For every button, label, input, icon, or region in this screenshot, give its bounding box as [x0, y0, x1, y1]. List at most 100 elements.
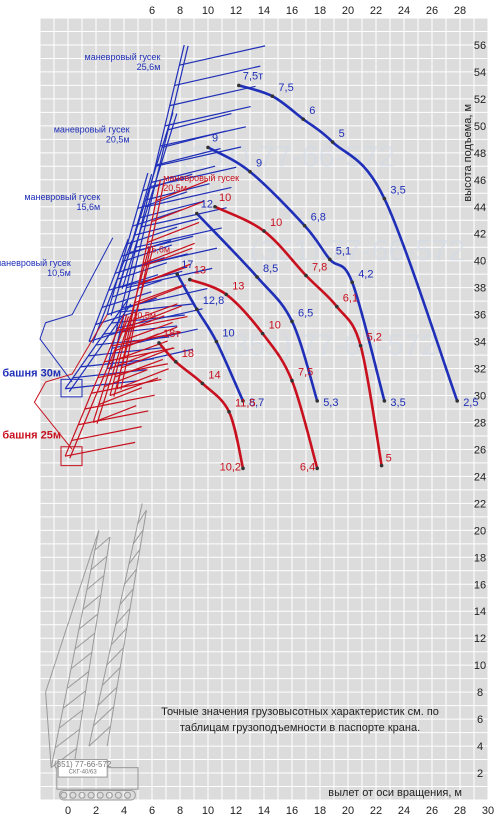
- blue-boom-25-6-brace: [169, 85, 256, 107]
- y-tick-label: 2: [477, 768, 483, 780]
- load-value-label: 3,5: [390, 185, 405, 197]
- load-curve-point: [270, 94, 275, 98]
- boom-lattice: [88, 726, 111, 747]
- red-boom-15-6-brace: [134, 284, 183, 304]
- red-boom-15-6-brace: [114, 358, 164, 378]
- load-curve-point: [358, 343, 363, 348]
- crane-plate-model: СКГ-40/63: [69, 770, 98, 776]
- red-tower-brace: [65, 441, 136, 457]
- load-value-label: 5,3: [323, 397, 338, 409]
- x-tick-label-top: 12: [230, 5, 242, 17]
- mast-lattice: [86, 575, 105, 591]
- boom-lattice: [128, 549, 141, 565]
- x-tick-label-top: 6: [149, 5, 155, 17]
- y-tick-label: 24: [474, 471, 486, 483]
- load-curve-line: [176, 273, 245, 402]
- y-tick-label: 30: [474, 391, 486, 403]
- boom-label: маневровый гусек: [54, 125, 130, 135]
- y-tick-label: 20: [474, 525, 486, 537]
- y-tick-label: 16: [474, 579, 486, 591]
- mast-lattice: [54, 728, 80, 749]
- load-curve-point: [195, 307, 199, 312]
- load-value-label: 8,7: [249, 397, 264, 409]
- blue-boom-10-5-chord: [92, 240, 133, 344]
- mast-lattice: [78, 613, 99, 630]
- load-curve-group: 9 9 6,8 5,1 4,2 3,5: [206, 132, 406, 409]
- chart-note: Точные значения грузовысотных характерис…: [161, 706, 439, 734]
- load-value-label: 10: [219, 192, 231, 204]
- y-tick-label: 42: [474, 229, 486, 241]
- x-tick-label-top: 14: [258, 5, 270, 17]
- load-curve-line: [195, 212, 319, 402]
- blue-tower-brace: [119, 303, 193, 313]
- load-curve-point: [290, 378, 294, 383]
- boom-label: маневровый гусек: [163, 173, 239, 183]
- load-curve-point: [290, 319, 294, 324]
- boom-lattice: [110, 627, 128, 646]
- red-tower-brace: [78, 410, 149, 426]
- y-tick-label: 8: [477, 687, 483, 699]
- y-tick-label: 50: [474, 121, 486, 133]
- crane-plate: [57, 759, 108, 778]
- watermark: (351) 77-66-572: [180, 140, 395, 173]
- load-curve-point: [188, 277, 192, 282]
- track-wheel: [114, 791, 122, 799]
- load-curve-point: [260, 331, 265, 336]
- tower-label: башня 30м: [2, 368, 61, 380]
- load-value-label: 4,2: [358, 268, 373, 280]
- x-tick-label-top: 8: [177, 5, 183, 17]
- blue-boom-20-5-brace: [151, 165, 216, 184]
- x-tick-label-top: 20: [342, 5, 354, 17]
- y-tick-label: 10: [474, 660, 486, 672]
- red-boom-10-5-brace: [115, 333, 159, 352]
- mast-lattice: [62, 690, 87, 709]
- blue-tower-head: [60, 378, 83, 398]
- load-curve-group: 10 10 7,8 6,1 5,2 5: [213, 192, 392, 468]
- red-tower-frame: [33, 314, 108, 467]
- y-tick-label: 18: [474, 552, 486, 564]
- mast-lattice: [74, 632, 96, 650]
- red-boom-20-5-brace: [116, 368, 169, 390]
- load-curve-point: [330, 140, 335, 144]
- x-tick-label-bottom: 4: [121, 805, 127, 817]
- track-wheel: [96, 791, 104, 799]
- load-curve-point: [262, 229, 266, 233]
- x-tick-label-bottom: 28: [454, 805, 466, 817]
- red-boom-20-5-brace: [129, 305, 182, 327]
- boom-label: маневровый гусек: [85, 52, 161, 62]
- blue-boom-20-5-chord: [121, 113, 178, 290]
- red-boom-10-5-brace: [104, 369, 148, 388]
- load-value-label: 5,1: [336, 245, 351, 257]
- y-tick-label: 22: [474, 498, 486, 510]
- load-curve-point: [174, 360, 178, 364]
- track-wheel: [87, 791, 95, 799]
- y-tick-label: 46: [474, 175, 486, 187]
- boom-lattice: [137, 509, 147, 524]
- red-boom-15-6-brace: [139, 266, 188, 285]
- load-curve-point: [255, 275, 259, 279]
- watermark: (351) 77-66-572: [250, 235, 465, 268]
- load-value-label: 5: [339, 128, 345, 140]
- load-value-label: 7,5: [298, 367, 313, 379]
- blue-boom-10-5-brace: [108, 274, 159, 291]
- boom-lattice: [97, 686, 118, 706]
- y-tick-label: 54: [474, 67, 486, 79]
- red-boom-15-6: [109, 247, 193, 397]
- boom-label: 20,5м: [163, 183, 187, 193]
- x-tick-label-bottom: 2: [93, 805, 99, 817]
- load-curve-point: [213, 204, 217, 209]
- load-value-label: 13: [194, 265, 206, 277]
- load-value-label: 9: [256, 158, 262, 170]
- boom-label: 15,6м: [146, 245, 170, 255]
- load-value-label: 12: [201, 199, 213, 211]
- load-curve-point: [175, 272, 179, 276]
- load-curve-group: 13 13 10 7,5 6,4: [188, 265, 320, 473]
- blue-boom-15-6-brace: [107, 297, 157, 316]
- red-boom-20-5-brace: [151, 200, 204, 223]
- x-tick-label-bottom: 16: [286, 805, 298, 817]
- load-value-label: 10: [269, 319, 281, 331]
- blue-boom-15-6-brace: [137, 191, 188, 210]
- load-curve-point: [195, 211, 199, 216]
- boom-lattice: [124, 568, 137, 585]
